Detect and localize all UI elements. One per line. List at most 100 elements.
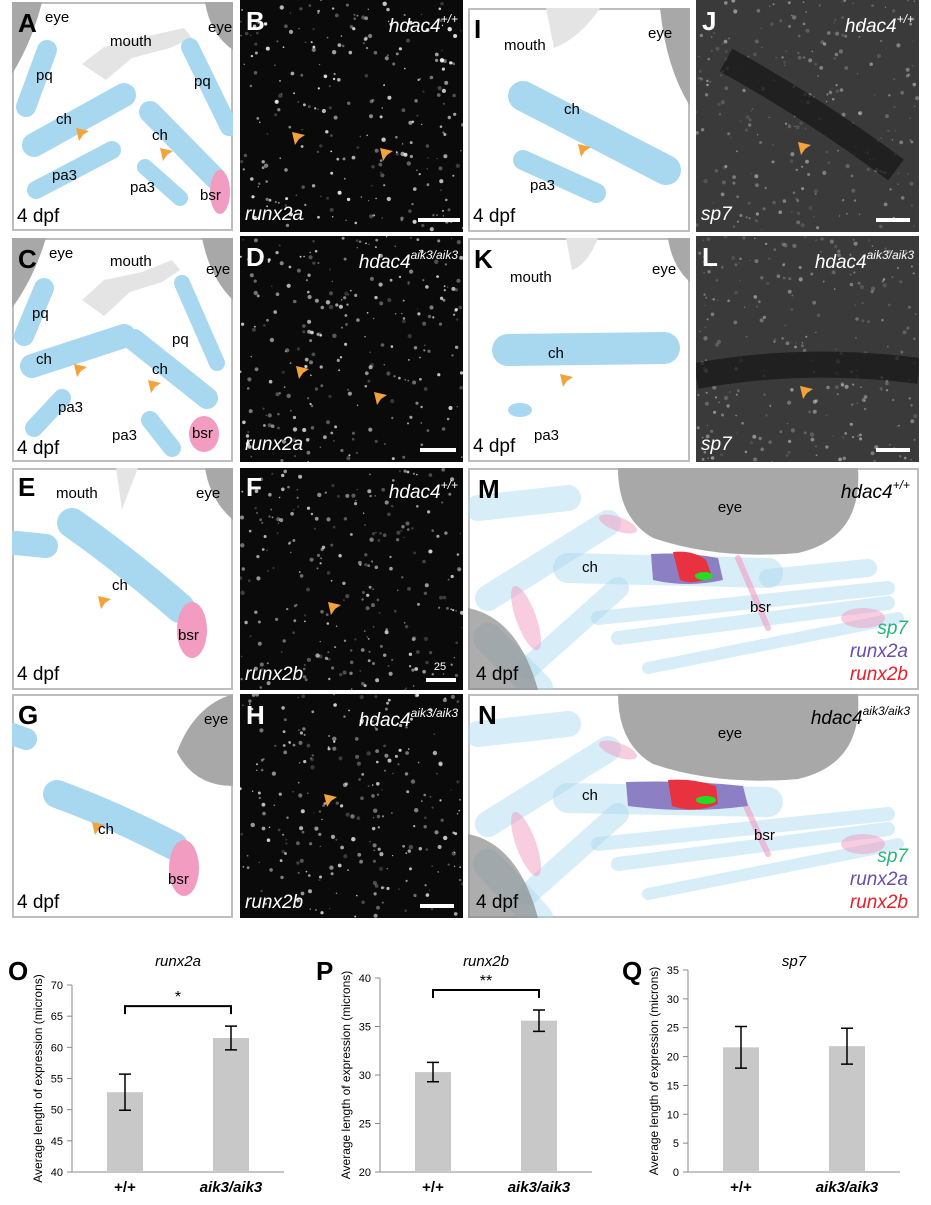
genotype: hdac4aik3/aik3: [811, 704, 910, 729]
error-bar: [533, 1009, 545, 1033]
y-tick-label: 35: [667, 965, 679, 977]
legend-entry: sp7: [877, 618, 909, 639]
label: eye: [196, 485, 220, 502]
label: pa3: [534, 427, 559, 444]
label: eye: [718, 499, 742, 516]
gene: hdac4: [815, 252, 867, 273]
chart-title: runx2b: [463, 953, 509, 970]
y-axis-label: Average length of expression (microns): [339, 971, 353, 1180]
x-tick-label: aik3/aik3: [200, 1179, 263, 1196]
legend-entry: runx2b: [850, 664, 908, 685]
y-tick-label: 70: [51, 980, 63, 992]
y-tick-label: 45: [51, 1136, 63, 1148]
chart-title: runx2a: [155, 953, 201, 970]
significance-label: **: [480, 973, 492, 990]
panel-letter: E: [18, 472, 35, 502]
panel-n: N hdac4aik3/aik3 eye ch bsr sp7 runx2a r…: [468, 694, 919, 918]
panel-letter: I: [474, 14, 481, 44]
label: eye: [204, 711, 228, 728]
label: eye: [208, 19, 232, 36]
y-tick-label: 15: [667, 1080, 679, 1092]
genotype: hdac4aik3/aik3: [359, 248, 458, 273]
label: pa3: [530, 177, 555, 194]
label: pq: [32, 305, 49, 322]
panel-letter: K: [474, 244, 493, 274]
label: ch: [548, 345, 564, 362]
stage: 4 dpf: [17, 438, 60, 459]
y-tick-label: 25: [359, 1119, 371, 1131]
y-tick-label: 40: [359, 973, 371, 985]
probe: runx2a: [245, 434, 303, 455]
y-tick-label: 25: [667, 1023, 679, 1035]
label: ch: [152, 361, 168, 378]
significance-bracket: [432, 989, 540, 999]
y-axis-label: Average length of expression (microns): [31, 974, 45, 1183]
y-tick-label: 60: [51, 1042, 63, 1054]
panel-letter: P: [316, 956, 333, 986]
label: eye: [652, 261, 676, 278]
label: mouth: [56, 485, 98, 502]
genotype: hdac4+/+: [389, 12, 458, 37]
panel-b: B hdac4+/+ runx2a: [240, 0, 463, 232]
panel-g: G eye ch bsr 4 dpf: [12, 694, 233, 918]
bar: [213, 1037, 249, 1172]
y-tick-label: 0: [673, 1167, 679, 1179]
panel-c: C eye mouth eye pq pq ch ch pa3 pa3 bsr …: [12, 238, 233, 462]
legend-entry: runx2a: [850, 869, 908, 890]
gene: hdac4: [811, 708, 863, 729]
panel-m: M hdac4+/+ eye ch bsr sp7 runx2a runx2b …: [468, 468, 919, 690]
legend-entry: runx2a: [850, 641, 908, 662]
micrograph: [240, 0, 463, 232]
speckle: [240, 468, 463, 690]
panel-letter: J: [702, 6, 716, 36]
panel-a: A eye mouth eye pq pq ch ch pa3 pa3 bsr …: [12, 2, 233, 231]
probe: runx2a: [245, 204, 303, 225]
y-tick-label: 65: [51, 1011, 63, 1023]
gene: hdac4: [841, 482, 893, 503]
stage: 4 dpf: [17, 892, 60, 913]
label: bsr: [750, 599, 771, 616]
y-tick-label: 10: [667, 1109, 679, 1121]
label: eye: [45, 9, 69, 26]
label: ch: [152, 127, 168, 144]
bar: [829, 1046, 865, 1172]
x-tick-label: aik3/aik3: [508, 1179, 571, 1196]
label: eye: [49, 245, 73, 262]
y-tick-label: 20: [359, 1167, 371, 1179]
label: mouth: [510, 269, 552, 286]
label: bsr: [168, 871, 189, 888]
error-bar: [225, 1025, 237, 1051]
stage: 4 dpf: [476, 664, 519, 685]
stage: 4 dpf: [473, 206, 516, 227]
panel-letter: M: [478, 474, 500, 504]
panel-letter: Q: [622, 956, 642, 986]
bones: [468, 485, 904, 690]
error-bar: [841, 1027, 853, 1065]
allele: +/+: [893, 478, 910, 492]
gene: hdac4: [389, 482, 441, 503]
y-tick-label: 30: [667, 994, 679, 1006]
panel-l: L hdac4aik3/aik3 sp7: [696, 236, 919, 462]
panel-d: D hdac4aik3/aik3 runx2a: [240, 236, 463, 462]
label: ch: [56, 111, 72, 128]
speckle: [240, 0, 463, 232]
y-tick-label: 50: [51, 1105, 63, 1117]
probe: runx2b: [245, 664, 303, 685]
panel-letter: L: [702, 242, 718, 272]
allele: aik3/aik3: [863, 704, 911, 718]
allele: +/+: [441, 478, 458, 492]
genotype: hdac4+/+: [845, 12, 914, 37]
label: eye: [718, 725, 742, 742]
label: ch: [98, 821, 114, 838]
stage: 4 dpf: [17, 206, 60, 227]
panel-h: H hdac4aik3/aik3 runx2b: [240, 694, 463, 918]
y-tick-label: 55: [51, 1074, 63, 1086]
genotype: hdac4+/+: [841, 478, 910, 503]
allele: +/+: [897, 12, 914, 26]
panel-letter: F: [246, 472, 262, 502]
label: pa3: [58, 399, 83, 416]
label: eye: [206, 261, 230, 278]
y-tick-label: 30: [359, 1070, 371, 1082]
label: pa3: [130, 179, 155, 196]
